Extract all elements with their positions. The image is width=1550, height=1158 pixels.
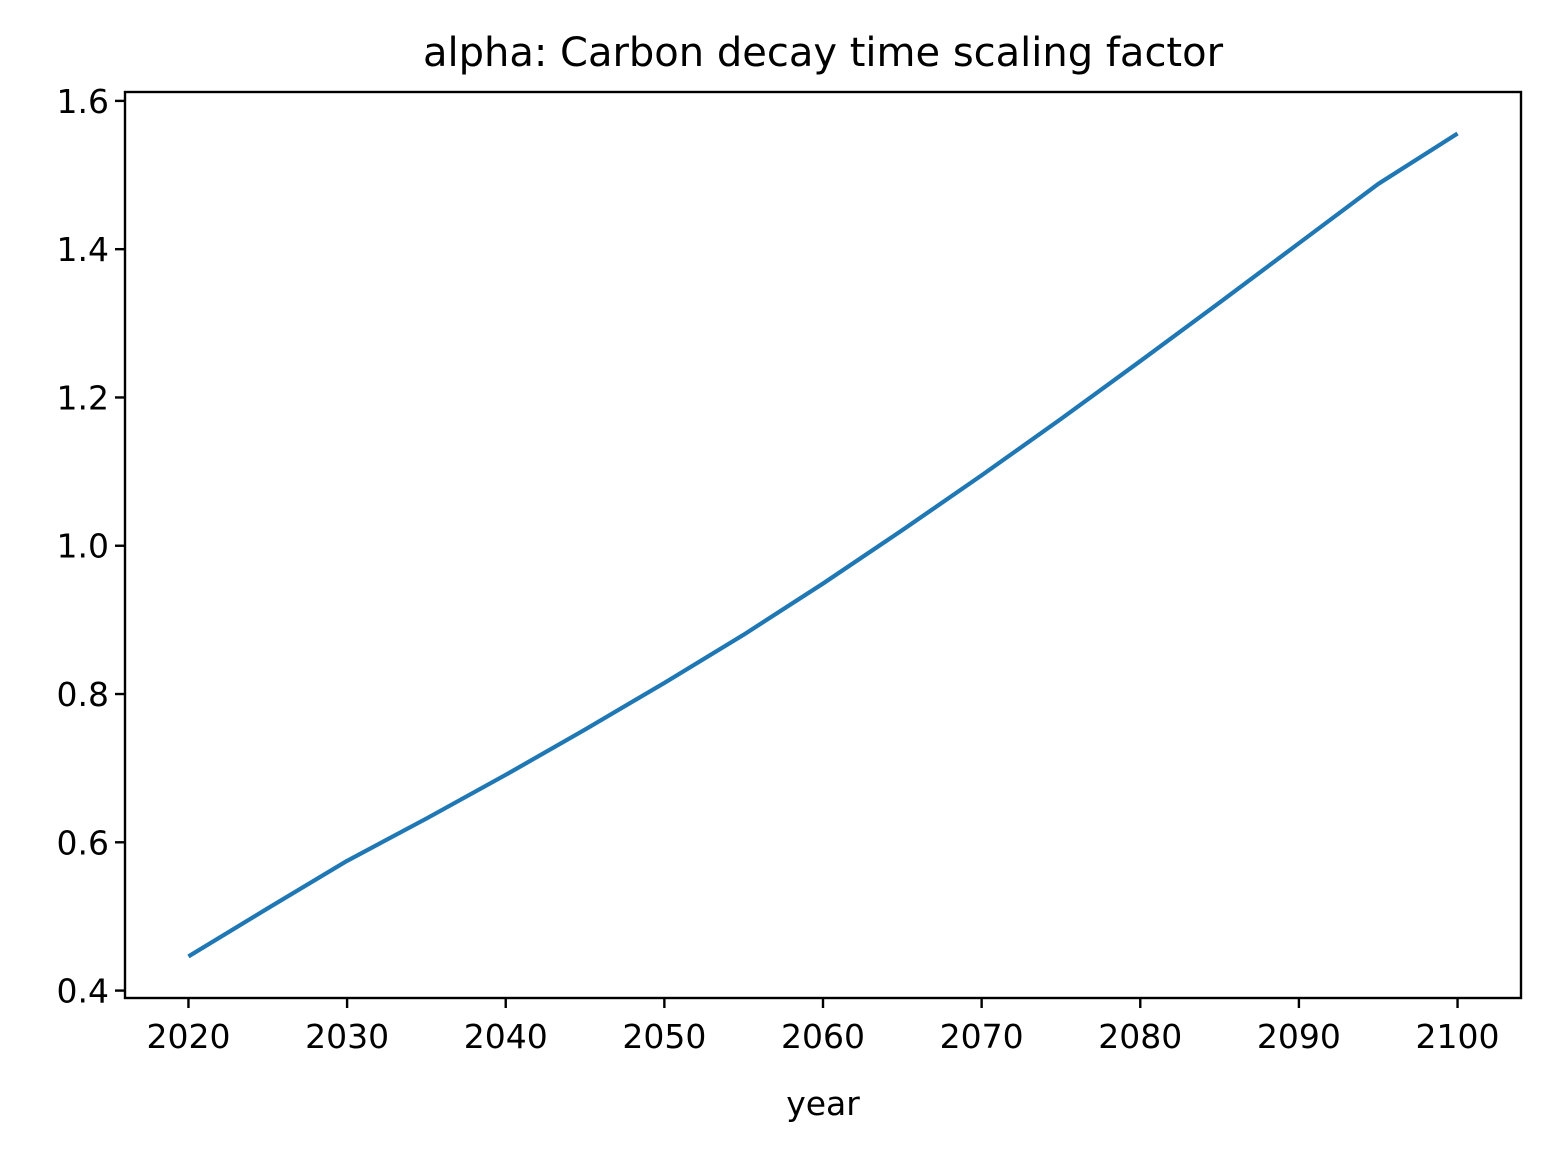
y-axis: 0.4 0.6 0.8 1.0 1.2 1.4 1.6 xyxy=(57,82,125,1011)
x-tick-label: 2030 xyxy=(305,1017,389,1056)
plot-frame xyxy=(123,90,1523,1000)
x-tick-label: 2020 xyxy=(146,1017,230,1056)
x-tick-label: 2060 xyxy=(781,1017,865,1056)
x-axis-label: year xyxy=(786,1084,860,1123)
x-tick-label: 2050 xyxy=(622,1017,706,1056)
x-tick-label: 2040 xyxy=(464,1017,548,1056)
y-tick-label: 1.6 xyxy=(57,82,109,121)
x-tick-label: 2090 xyxy=(1257,1017,1341,1056)
x-tick-label: 2080 xyxy=(1098,1017,1182,1056)
y-tick-label: 1.0 xyxy=(57,527,109,566)
y-tick-label: 0.4 xyxy=(57,972,109,1011)
x-tick-label: 2070 xyxy=(940,1017,1024,1056)
x-tick-label: 2100 xyxy=(1416,1017,1500,1056)
plot-area xyxy=(187,131,1459,959)
x-axis: 2020 2030 2040 2050 2060 2070 2080 2090 2100 xyxy=(146,998,1500,1056)
series-line xyxy=(187,131,1459,959)
y-tick-label: 0.8 xyxy=(57,675,109,714)
chart-title: alpha: Carbon decay time scaling factor xyxy=(423,30,1224,76)
y-tick-label: 1.2 xyxy=(57,378,109,417)
y-tick-label: 1.4 xyxy=(57,230,109,269)
y-tick-label: 0.6 xyxy=(57,823,109,862)
